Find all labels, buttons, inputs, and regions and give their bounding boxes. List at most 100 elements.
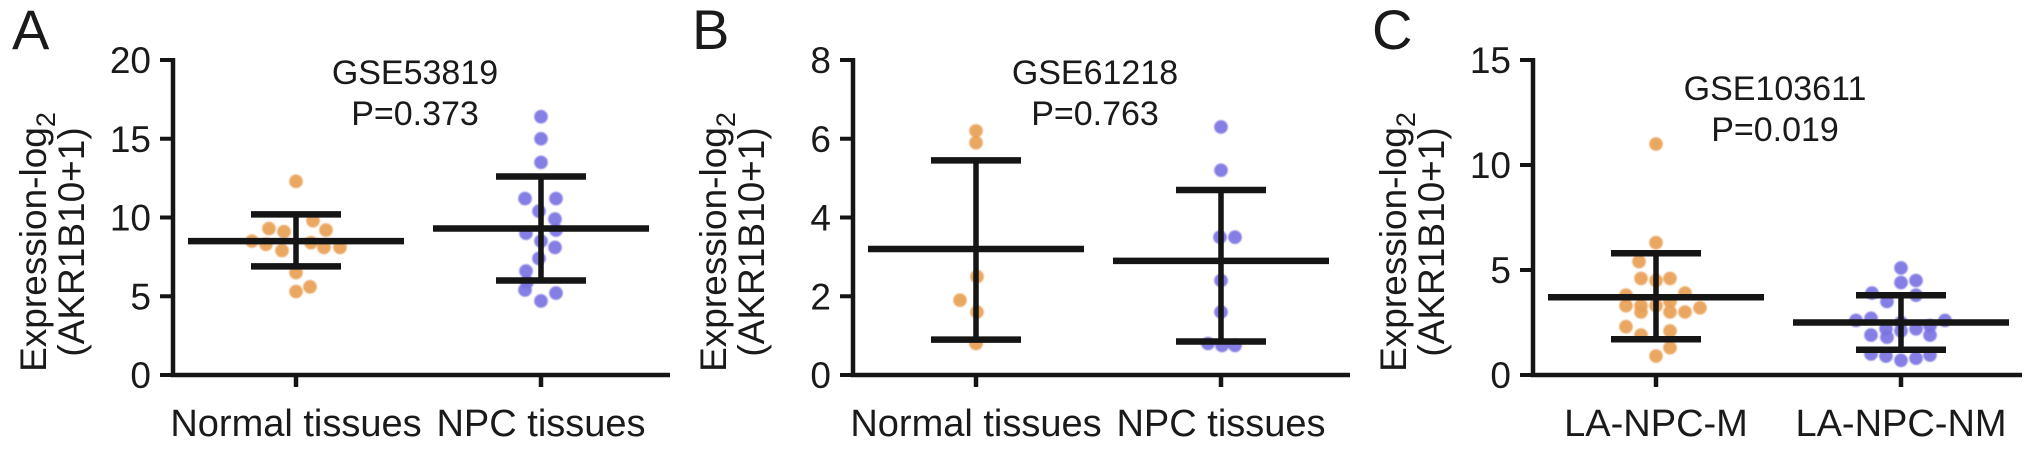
- panel-b: B 0 2 4 6 8 GSE61218 P=0.763 Expression-log2 (AK…: [680, 0, 1360, 449]
- data-point: [1894, 353, 1908, 368]
- data-point: [534, 131, 548, 146]
- category-label: NPC tissues: [1116, 403, 1325, 445]
- data-point: [1634, 271, 1648, 286]
- svg-text:Expression-log2: Expression-log2: [693, 112, 741, 372]
- errorbar-normal-tissues: [188, 211, 404, 270]
- data-point: [1214, 163, 1228, 178]
- svg-text:Expression-log2: Expression-log2: [13, 112, 61, 372]
- errorbar-npc-tissues: [1113, 186, 1329, 345]
- category-label: LA-NPC-M: [1564, 403, 1748, 445]
- data-point: [289, 284, 303, 299]
- y-tick-label: 10: [110, 198, 151, 239]
- panel-c: C 0 5 10 15 GSE103611 P=0.019 Expression-log2(…: [1360, 0, 2032, 449]
- data-point: [1864, 328, 1878, 342]
- data-point: [534, 294, 548, 308]
- data-point: [969, 135, 983, 150]
- y-tick-label: 8: [810, 40, 831, 81]
- y-tick-label: 4: [810, 198, 831, 239]
- data-point: [1663, 340, 1677, 355]
- panel-letter-b: B: [692, 0, 730, 61]
- data-point: [319, 223, 333, 237]
- p-value-label: P=0.373: [351, 95, 479, 133]
- y-tick-label: 2: [810, 276, 831, 317]
- errorbar-normal-tissues: [868, 157, 1084, 343]
- category-label: Normal tissues: [170, 403, 421, 445]
- y-tick-label: 0: [1490, 355, 1511, 396]
- chart-title: GSE103611: [1684, 70, 1867, 108]
- data-point: [1634, 305, 1648, 319]
- y-tick-label: 10: [1470, 145, 1511, 186]
- data-point: [1909, 273, 1923, 288]
- y-tick-label: 6: [810, 119, 831, 160]
- y-axis: 0 2 4 6 8: [810, 40, 856, 396]
- data-point: [953, 293, 967, 307]
- data-point: [534, 155, 548, 170]
- panel-letter-a: A: [12, 0, 50, 61]
- svg-text:Expression-log2: Expression-log2: [1373, 112, 1421, 372]
- data-point: [1649, 349, 1663, 363]
- data-point: [518, 191, 532, 206]
- y-axis-title: Expression-log2(AKR1B10+1): [1373, 112, 1452, 372]
- points-npc-tissues: [518, 109, 563, 308]
- data-point: [1619, 319, 1633, 334]
- panel-a: A 0 5 10 15 20 GSE53819 P=0.373 Expression-log2…: [0, 0, 680, 449]
- data-point: [1632, 254, 1646, 269]
- data-point: [1693, 301, 1707, 315]
- data-point: [277, 224, 291, 239]
- y-tick-label: 15: [1470, 40, 1511, 81]
- y-axis: 0 5 10 15 20: [110, 40, 176, 396]
- data-point: [1619, 298, 1633, 313]
- data-point: [1228, 230, 1242, 244]
- y-tick-label: 0: [130, 355, 151, 396]
- data-point: [534, 109, 548, 124]
- data-point: [549, 191, 563, 206]
- data-point: [1678, 305, 1692, 319]
- y-axis-title: Expression-log2(AKR1B10+1): [693, 112, 772, 372]
- chart-title: GSE53819: [332, 54, 498, 92]
- data-point: [262, 221, 276, 236]
- chart-title: GSE61218: [1012, 54, 1178, 92]
- data-point: [1663, 324, 1677, 338]
- svg-text:(AKR1B10+1): (AKR1B10+1): [731, 127, 772, 356]
- data-point: [1923, 328, 1937, 342]
- category-label: LA-NPC-NM: [1795, 403, 2006, 445]
- y-tick-label: 15: [110, 119, 151, 160]
- category-label: NPC tissues: [436, 403, 645, 445]
- data-point: [1894, 261, 1908, 275]
- errorbar-la-npc-nm: [1793, 291, 2009, 354]
- category-label: Normal tissues: [850, 403, 1101, 445]
- data-point: [969, 124, 983, 138]
- svg-text:(AKR1B10+1): (AKR1B10+1): [51, 127, 92, 356]
- data-point: [548, 212, 562, 226]
- data-point: [275, 243, 289, 258]
- data-point: [519, 264, 533, 278]
- y-axis-title: Expression-log2(AKR1B10+1): [13, 112, 92, 372]
- data-point: [1649, 137, 1663, 151]
- y-tick-label: 5: [1490, 250, 1511, 291]
- panel-letter-c: C: [1372, 0, 1413, 61]
- data-point: [518, 283, 532, 297]
- y-tick-label: 5: [130, 276, 151, 317]
- errorbar-npc-tissues: [433, 173, 649, 284]
- y-tick-label: 20: [110, 40, 151, 81]
- data-point: [1909, 351, 1923, 366]
- y-axis: 0 5 10 15: [1470, 40, 1536, 396]
- data-point: [548, 240, 562, 255]
- errorbar-la-npc-m: [1548, 249, 1764, 343]
- p-value-label: P=0.763: [1031, 95, 1159, 133]
- data-point: [1663, 271, 1677, 286]
- p-value-label: P=0.019: [1711, 111, 1839, 149]
- y-tick-label: 0: [810, 355, 831, 396]
- data-point: [1880, 330, 1894, 345]
- data-point: [1663, 305, 1677, 319]
- svg-text:(AKR1B10+1): (AKR1B10+1): [1411, 127, 1452, 356]
- data-point: [289, 174, 303, 189]
- data-point: [1214, 120, 1228, 134]
- data-point: [303, 280, 317, 294]
- data-point: [549, 286, 563, 300]
- data-point: [1649, 235, 1663, 250]
